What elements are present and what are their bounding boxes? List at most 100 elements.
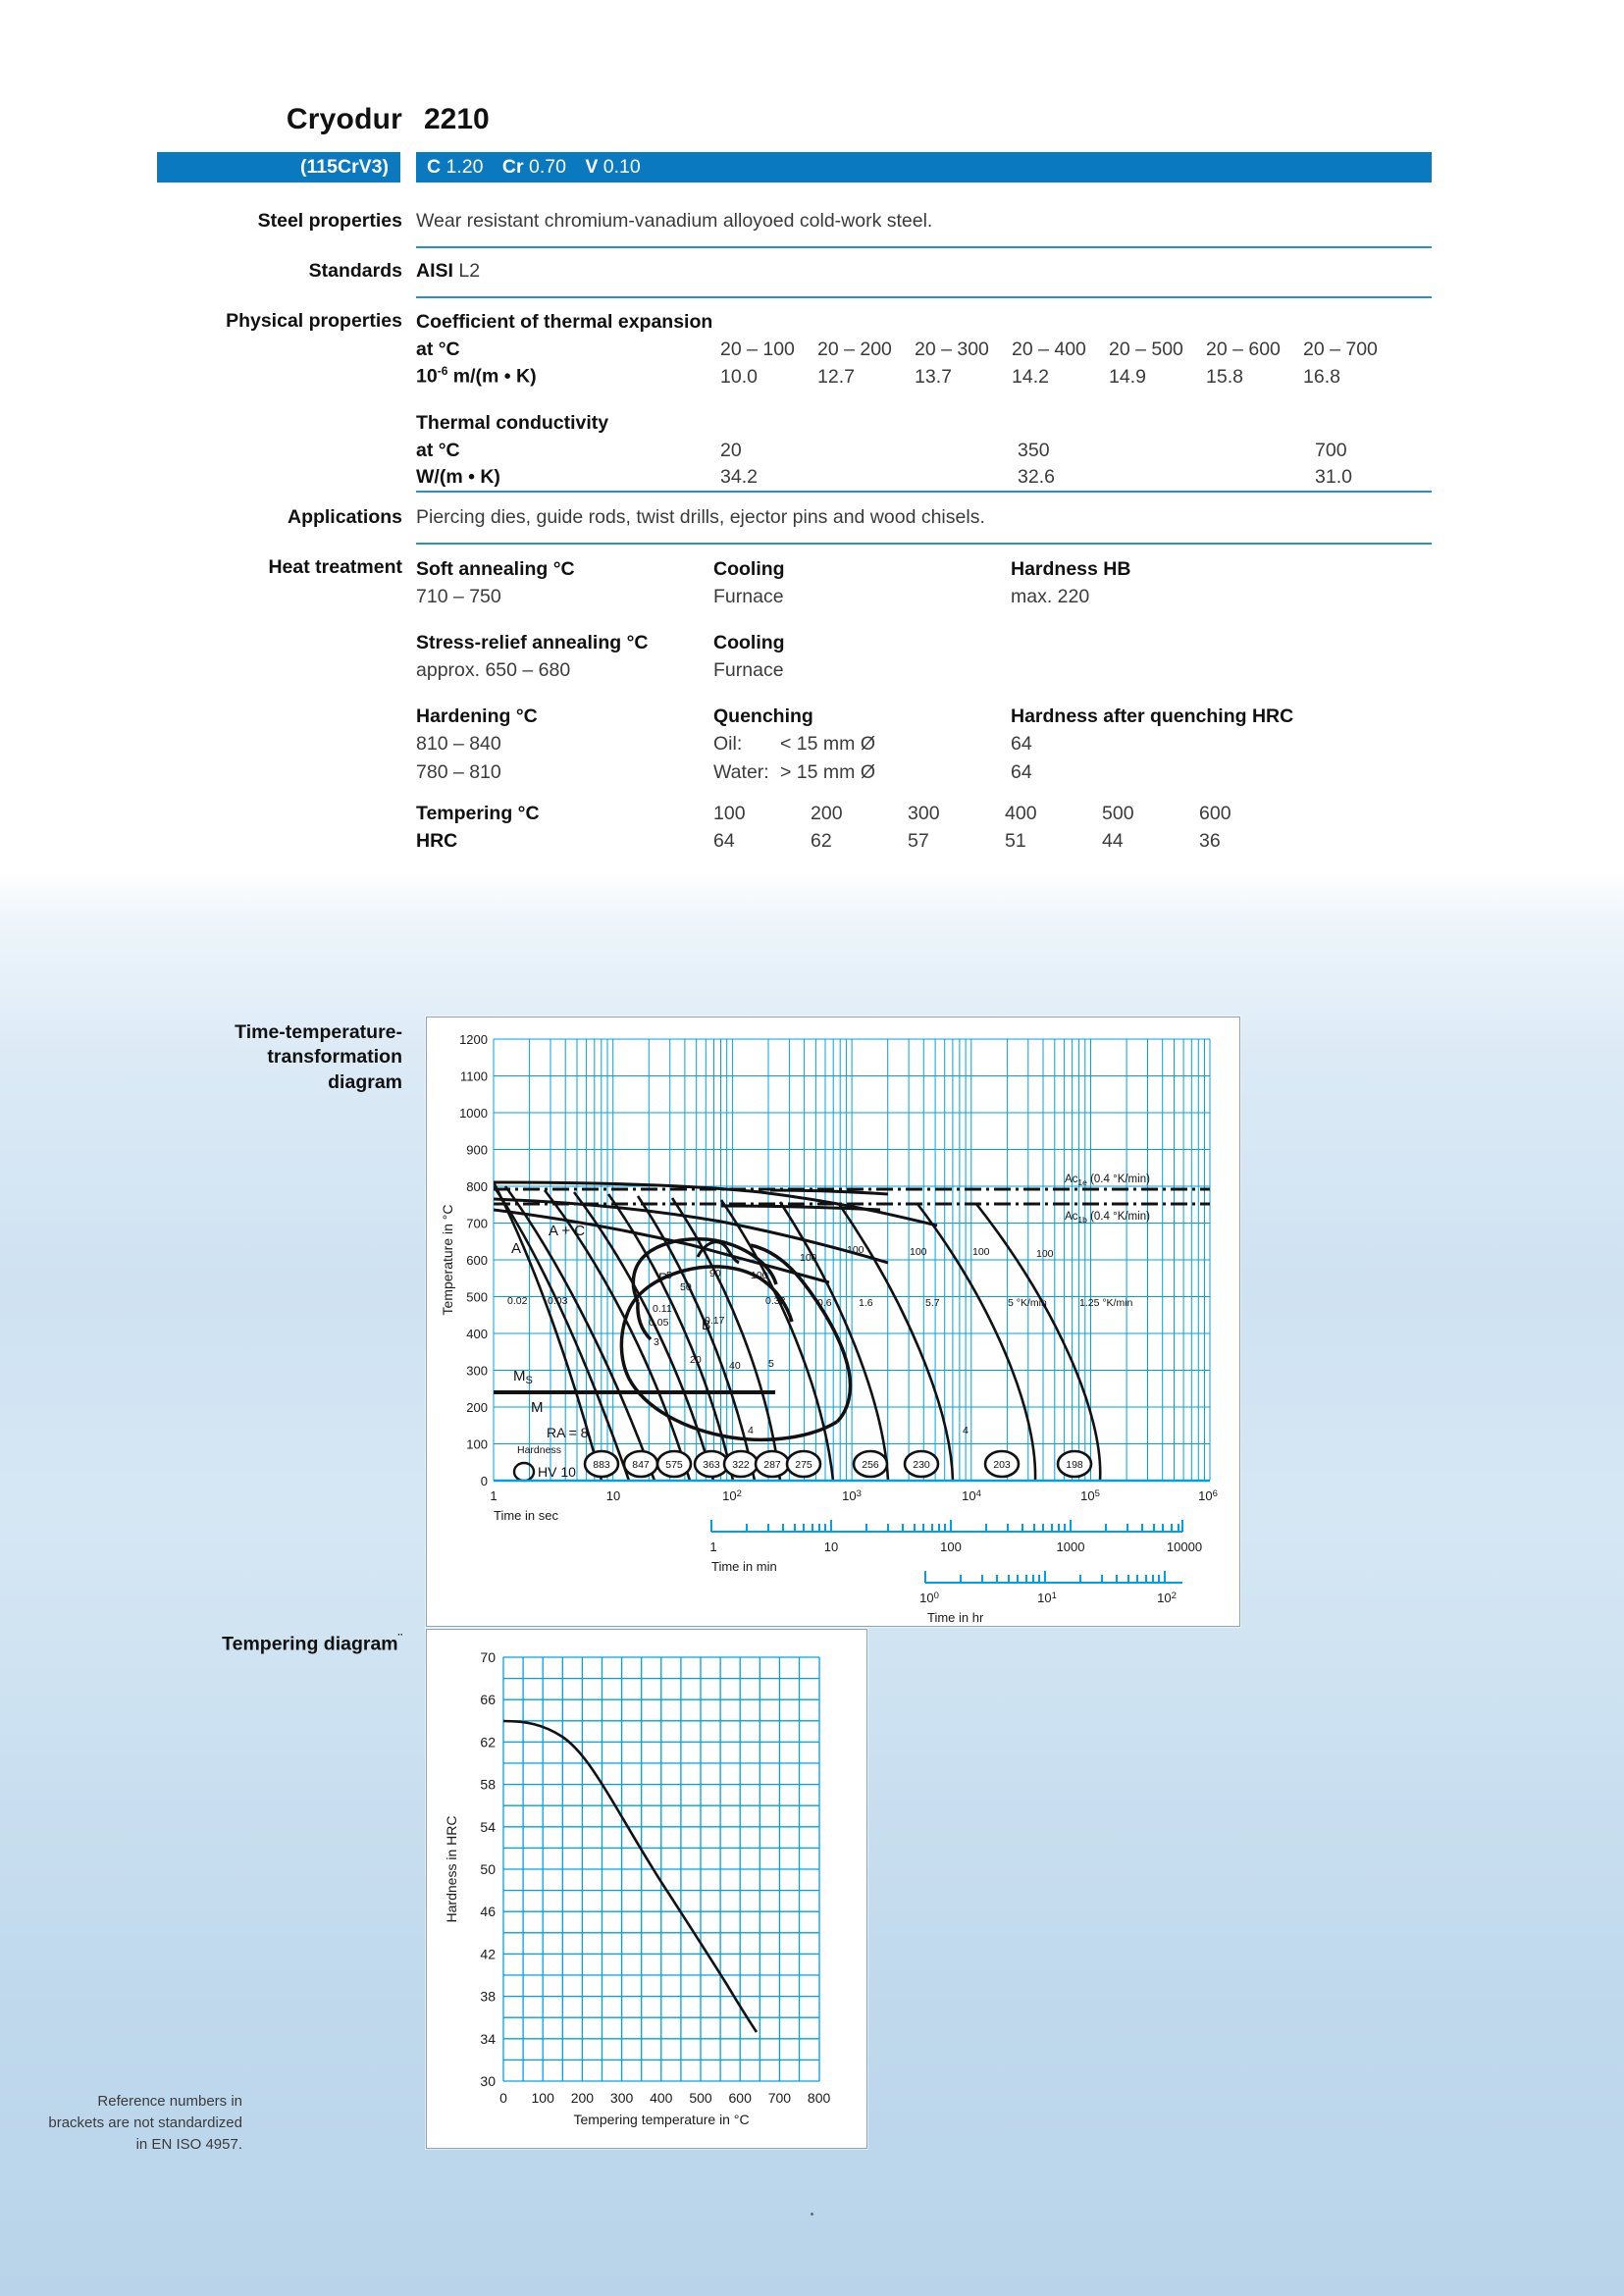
y-tick: 66 (480, 1692, 496, 1707)
cooling-rate-label: 5.7 (925, 1297, 940, 1309)
percent-label: 50 (680, 1281, 692, 1293)
y-tick: 30 (480, 2073, 496, 2089)
range-cell: 20 – 100 (720, 338, 795, 360)
brand-title: Cryodur (286, 103, 402, 135)
divider (416, 491, 1432, 493)
standards-value: AISI L2 (416, 259, 480, 284)
page-mark (811, 2213, 813, 2216)
percent-label: 100 (800, 1252, 817, 1264)
range-cell: 20 – 200 (817, 338, 892, 360)
table-row: 10-6 m/(m • K) 10.0 12.7 13.7 14.2 14.9 … (416, 363, 1400, 391)
y-tick: 70 (480, 1649, 496, 1665)
x-axis-tick-labels: 1 10 102 103 104 105 106 (490, 1488, 1218, 1503)
hrc-cell: 51 (1005, 829, 1026, 852)
thermal-expansion-title: Coefficient of thermal expansion (416, 311, 713, 333)
range-cell: 20 – 400 (1012, 338, 1086, 360)
soft-annealing-cooling-title: Cooling (713, 558, 785, 580)
x-tick: 200 (571, 2090, 595, 2106)
hardness-value: 203 (993, 1459, 1011, 1471)
hardness-value: 198 (1066, 1459, 1083, 1471)
x-tick: 300 (610, 2090, 634, 2106)
hrc-row-label: HRC (416, 829, 458, 852)
ac1b-label: Ac1b (0.4 °K/min) (1065, 1211, 1150, 1225)
footnote-line: brackets are not standardized (48, 2113, 242, 2131)
cooling-rate-label: 1.25 °K/min (1079, 1297, 1133, 1309)
quench-row: Water: > 15 mm Ø (713, 758, 1011, 786)
standard-code-badge: (115CrV3) (157, 152, 400, 183)
hrc-cell: 57 (908, 829, 929, 852)
hardness-value: 322 (732, 1459, 750, 1471)
percent-label: 5 (768, 1358, 774, 1370)
hardness-after-quenching-title: Hardness after quenching HRC (1011, 705, 1294, 727)
svg-text:1200: 1200 (459, 1032, 488, 1047)
phase-label-a: A (511, 1240, 521, 1257)
x-tick: 600 (729, 2090, 753, 2106)
steel-properties-text: Wear resistant chromium-vanadium alloyoe… (416, 210, 933, 232)
hardness-value: 256 (862, 1459, 879, 1471)
ttt-diagram-panel: 1200 1100 1000 900 800 700 600 500 400 300 200 1… (426, 1017, 1240, 1627)
svg-text:100: 100 (466, 1437, 488, 1452)
soft-annealing-hardness-title: Hardness HB (1011, 558, 1131, 580)
svg-text:400: 400 (466, 1327, 488, 1341)
x-tick: 0 (499, 2090, 507, 2106)
value-cell: 32.6 (1018, 466, 1055, 489)
quench-medium: Oil: (713, 733, 743, 756)
x-tick: 500 (689, 2090, 712, 2106)
bainite-loop-lower (619, 1311, 838, 1442)
composition-element-1: Cr (501, 156, 524, 178)
tempering-label-marker: ¨ (397, 1631, 402, 1645)
temperature-cell: 600 (1199, 803, 1231, 824)
quench-medium: Water: (713, 760, 769, 783)
hardness-value: 275 (795, 1459, 812, 1471)
svg-text:100: 100 (919, 1591, 939, 1605)
y-tick: 50 (480, 1861, 496, 1877)
y-axis-title: Hardness in HRC (444, 1816, 459, 1923)
hardening-block: Hardening °C Quenching Hardness after qu… (416, 703, 1423, 786)
thermal-conductivity-title: Thermal conductivity (416, 412, 609, 434)
cooling-rate-label: 0.6 (817, 1297, 832, 1309)
svg-text:700: 700 (466, 1217, 488, 1231)
svg-text:101: 101 (1037, 1591, 1057, 1605)
tempering-curve (502, 1719, 759, 2033)
hardness-value: 287 (763, 1459, 781, 1471)
value-cell: 31.0 (1315, 466, 1352, 489)
stress-relief-value: approx. 650 – 680 (416, 659, 571, 682)
minutes-tick: 1000 (1057, 1539, 1085, 1554)
value-cell: 14.2 (1012, 365, 1049, 388)
standards-name: AISI (416, 260, 453, 282)
ttt-label-line: diagram (328, 1070, 402, 1093)
hardness-value: 363 (703, 1459, 720, 1471)
minutes-axis (710, 1520, 1183, 1533)
applications-label: Applications (287, 506, 402, 528)
minutes-tick-labels: 1 10 100 1000 10000 (709, 1539, 1202, 1554)
quenching-title: Quenching (713, 705, 813, 727)
hardening-value: 810 – 840 (416, 733, 501, 756)
tempering-table: Tempering °C 100 200 300 400 500 600 HRC… (416, 801, 1296, 855)
cooling-rate-label: 5 °K/min (1008, 1297, 1047, 1309)
heat-treatment-label: Heat treatment (268, 556, 402, 578)
stress-relief-cooling-value: Furnace (713, 659, 784, 682)
percent-label: 4 (963, 1425, 969, 1436)
temperature-cell: 300 (908, 803, 940, 824)
thermal-conductivity-unit-label: W/(m • K) (416, 466, 500, 489)
hardness-value: 230 (913, 1459, 930, 1471)
value-cell: 12.7 (817, 365, 855, 388)
hrc-cell: 36 (1199, 829, 1221, 852)
cooling-rate-label: 0.32 (765, 1295, 786, 1307)
divider (416, 296, 1432, 298)
temperature-cell: 400 (1005, 803, 1037, 824)
svg-text:1100: 1100 (460, 1070, 488, 1084)
y-tick: 58 (480, 1777, 496, 1793)
divider (416, 543, 1432, 545)
steel-properties-label: Steel properties (257, 210, 402, 232)
svg-text:105: 105 (1080, 1488, 1100, 1503)
thermal-conductivity-row-label: at °C (416, 439, 460, 461)
temperature-cell: 700 (1315, 439, 1347, 461)
value-cell: 34.2 (720, 466, 758, 489)
physical-properties-label: Physical properties (226, 310, 402, 332)
hardness-legend-title: Hardness (517, 1444, 561, 1456)
hardening-title: Hardening °C (416, 705, 538, 727)
svg-text:500: 500 (466, 1290, 488, 1305)
